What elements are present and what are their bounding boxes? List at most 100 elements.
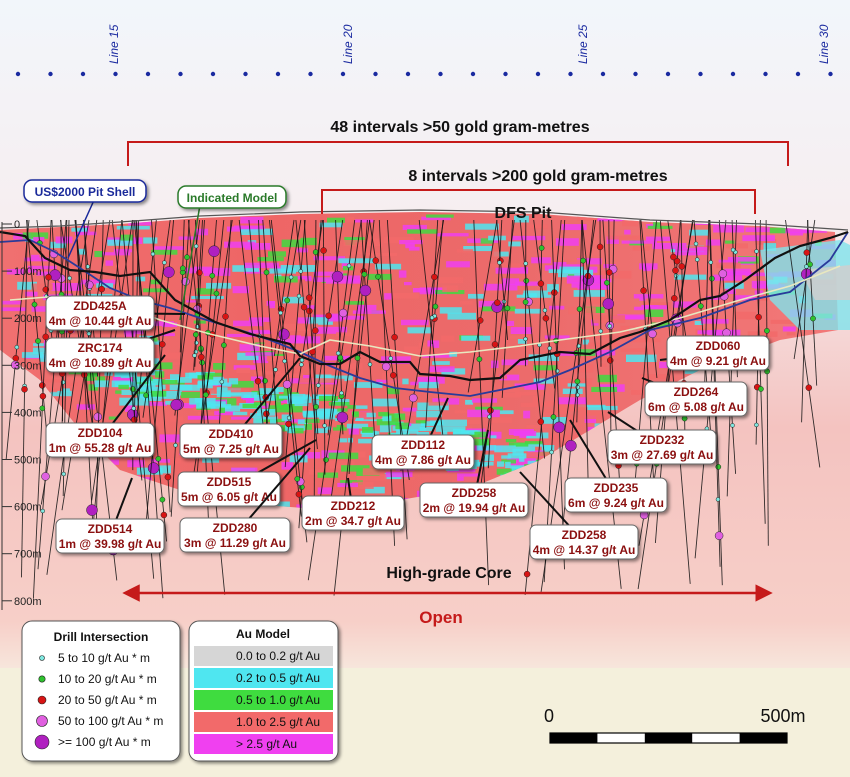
legend-model-label: 1.0 to 2.5 g/t Au [236, 715, 320, 729]
intercept-hole: ZDD232 [640, 433, 685, 447]
intercept-box [179, 517, 291, 553]
legend-model-title: Au Model [236, 627, 290, 641]
intercept-box [607, 429, 717, 465]
legend-drill-label: 5 to 10 g/t Au * m [58, 651, 150, 665]
legend-model-label: 0.0 to 0.2 g/t Au [236, 649, 320, 663]
intercept-box [55, 518, 165, 554]
intercept-value: 1m @ 39.98 g/t Au [59, 537, 162, 551]
intercept-box [45, 422, 155, 458]
legend-model-swatch [194, 646, 333, 666]
intercept-hole: ZDD212 [331, 499, 376, 513]
legend-drill-label: 50 to 100 g/t Au * m [58, 714, 163, 728]
section-line-label: Line 15 [107, 24, 121, 64]
intercept-value: 4m @ 14.37 g/t Au [533, 543, 636, 557]
legend-drill-swatch [36, 715, 48, 727]
section-line-label: Line 25 [576, 24, 590, 64]
intercept-box [371, 434, 475, 470]
intercept-hole: ZDD112 [401, 438, 445, 452]
intercept-value: 3m @ 11.29 g/t Au [184, 536, 286, 550]
us2000-pit-shell [0, 231, 849, 397]
intercept-value: 4m @ 7.86 g/t Au [375, 453, 471, 467]
indicated-model-text: Indicated Model [187, 191, 278, 205]
legend-model-swatch [194, 668, 333, 688]
depth-tick-label: 800m [14, 596, 42, 608]
depth-tick-label: 600m [14, 502, 42, 514]
pit-shell-text: US$2000 Pit Shell [35, 185, 136, 199]
intercept-hole: ZDD514 [88, 522, 133, 536]
depth-tick-label: 100m [14, 266, 42, 278]
high-grade-core-label: High-grade Core [386, 565, 511, 582]
intercept-box [45, 337, 155, 373]
intercept-box [644, 381, 748, 417]
depth-tick-label: 700m [14, 549, 42, 561]
legend-model-label: 0.5 to 1.0 g/t Au [236, 693, 320, 707]
scale-bar-end: 500m [760, 706, 805, 726]
pit-shell-callout: US$2000 Pit Shell [23, 179, 147, 259]
dfs-pit-label: DFS Pit [495, 205, 553, 222]
banner-8-intervals: 8 intervals >200 gold gram-metres [321, 168, 756, 214]
legend-drill-swatch [34, 734, 50, 750]
intercept-hole: ZDD258 [452, 486, 497, 500]
dfs-pit-outline [0, 230, 849, 382]
intercept-hole: ZDD425A [73, 299, 127, 313]
legend-drill-title: Drill Intersection [54, 630, 149, 644]
legend-drill-swatch [38, 675, 46, 683]
intercept-box [177, 471, 281, 507]
legend-model-swatch [194, 734, 333, 754]
banner-8-text: 8 intervals >200 gold gram-metres [408, 168, 667, 185]
intercept-value: 5m @ 6.05 g/t Au [181, 490, 277, 504]
intercept-hole: ZDD280 [213, 521, 258, 535]
legend-drill-swatch [37, 695, 47, 705]
depth-tick-label: 300m [14, 360, 42, 372]
intercept-value: 6m @ 5.08 g/t Au [648, 400, 744, 414]
legend-drill-label: 10 to 20 g/t Au * m [58, 672, 157, 686]
depth-axis: 0 100m 200m 300m 400m 500m 600m 700m 800m [1, 219, 42, 610]
intercept-value: 2m @ 34.7 g/t Au [305, 514, 401, 528]
legend-au-model: Au Model 0.0 to 0.2 g/t Au 0.2 to 0.5 g/t … [188, 620, 339, 762]
section-line-label: Line 20 [341, 24, 355, 64]
intercept-value: 1m @ 55.28 g/t Au [49, 441, 152, 455]
legend-drill-swatch [39, 655, 45, 661]
intercept-value: 4m @ 10.89 g/t Au [49, 356, 152, 370]
legend-model-label: > 2.5 g/t Au [236, 737, 297, 751]
intercept-value: 2m @ 19.94 g/t Au [423, 501, 526, 515]
intercept-hole: ZDD515 [207, 475, 252, 489]
depth-tick-label: 500m [14, 455, 42, 467]
intercept-box [564, 477, 668, 513]
intercept-value: 6m @ 9.24 g/t Au [568, 496, 664, 510]
intercept-box [45, 295, 155, 331]
intercept-hole: ZDD410 [209, 427, 254, 441]
intercept-value: 3m @ 27.69 g/t Au [611, 448, 714, 462]
depth-tick-label: 200m [14, 313, 42, 325]
banner-48-intervals: 48 intervals >50 gold gram-metres [127, 119, 789, 166]
legend-drill-label: 20 to 50 g/t Au * m [58, 693, 157, 707]
legend-model-swatch [194, 712, 333, 732]
banner-48-text: 48 intervals >50 gold gram-metres [330, 119, 589, 136]
intercept-box [301, 495, 405, 531]
depth-tick-label: 400m [14, 407, 42, 419]
intercept-box [529, 524, 639, 560]
open-label: Open [419, 608, 462, 627]
intercept-hole: ZRC174 [78, 341, 123, 355]
section-line-label: Line 30 [817, 24, 831, 64]
section-line-markers: Line 15 Line 20 Line 25 Line 30 [15, 24, 833, 77]
legend-drill-intersection: Drill Intersection 5 to 10 g/t Au * m 10 t… [21, 620, 181, 762]
legend-model-label: 0.2 to 0.5 g/t Au [236, 671, 320, 685]
scale-bar: 0 500m [544, 706, 806, 744]
indicated-model-callout: Indicated Model [177, 185, 287, 321]
intercept-value: 4m @ 9.21 g/t Au [670, 354, 766, 368]
intercept-value: 5m @ 7.25 g/t Au [183, 442, 279, 456]
legend-drill-label: >= 100 g/t Au * m [58, 735, 151, 749]
depth-tick-label: 0 [14, 219, 20, 231]
intercept-value: 4m @ 10.44 g/t Au [49, 314, 152, 328]
intercept-hole: ZDD264 [674, 385, 719, 399]
intercept-hole: ZDD060 [696, 339, 741, 353]
intercept-hole: ZDD258 [562, 528, 607, 542]
intercept-box [179, 423, 283, 459]
scale-bar-start: 0 [544, 706, 554, 726]
topography [0, 209, 849, 231]
intercept-box [419, 482, 529, 518]
